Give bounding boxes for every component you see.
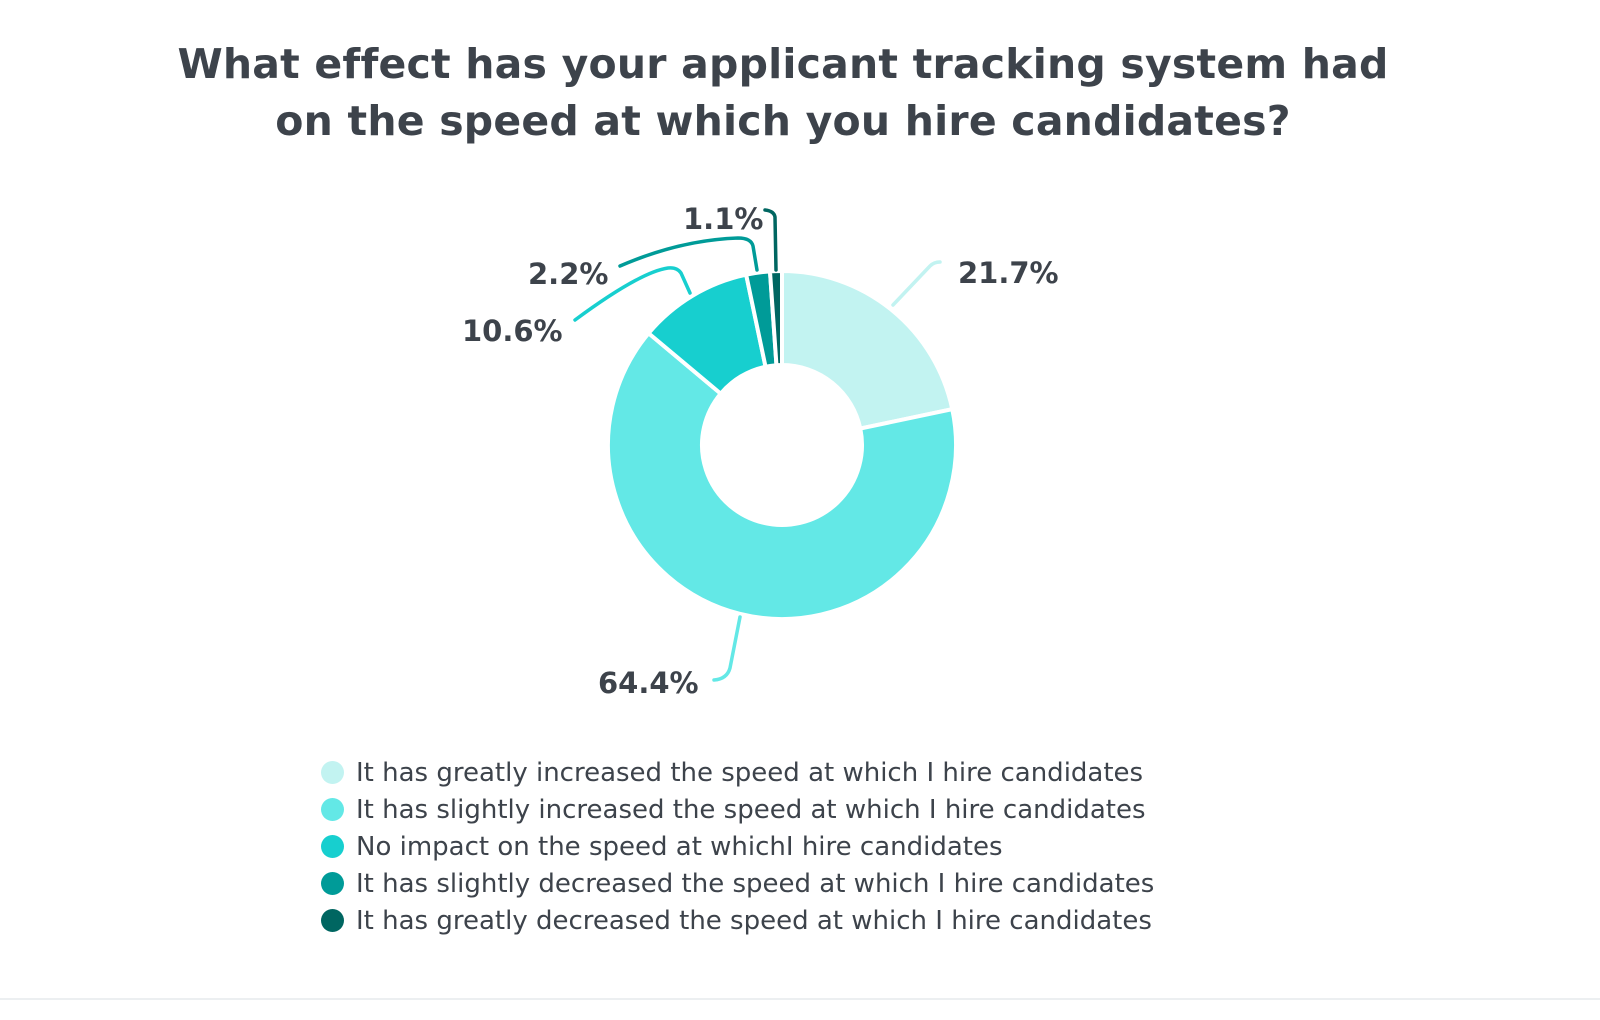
leader-line bbox=[573, 266, 692, 322]
legend-item: It has slightly decreased the speed at w… bbox=[321, 865, 1154, 902]
legend-label: It has slightly increased the speed at w… bbox=[356, 794, 1146, 825]
data-label: 21.7% bbox=[958, 256, 1059, 290]
chart-title-line: What effect has your applicant tracking … bbox=[177, 40, 1389, 88]
donut-slice bbox=[606, 330, 958, 621]
leader-line bbox=[712, 615, 742, 682]
legend-item: It has slightly increased the speed at w… bbox=[321, 791, 1154, 828]
donut-slice bbox=[767, 268, 784, 368]
leader-line bbox=[763, 208, 778, 272]
donut-slice bbox=[780, 268, 955, 431]
legend-swatch bbox=[321, 835, 344, 858]
legend-item: No impact on the speed at whichI hire ca… bbox=[321, 828, 1154, 865]
legend-swatch bbox=[321, 761, 344, 784]
legend-swatch bbox=[321, 798, 344, 821]
leader-line bbox=[891, 260, 942, 307]
data-label: 10.6% bbox=[462, 314, 563, 348]
chart-title-line: on the speed at which you hire candidate… bbox=[275, 97, 1291, 145]
legend-item: It has greatly increased the speed at wh… bbox=[321, 754, 1154, 791]
divider bbox=[0, 998, 1600, 1000]
data-label: 64.4% bbox=[598, 666, 699, 700]
leader-line bbox=[618, 236, 759, 272]
legend-label: It has slightly decreased the speed at w… bbox=[356, 868, 1155, 899]
legend-swatch bbox=[321, 872, 344, 895]
legend-item: It has greatly decreased the speed at wh… bbox=[321, 902, 1154, 939]
chart-title: What effect has your applicant tracking … bbox=[0, 36, 1566, 150]
legend-label: It has greatly increased the speed at wh… bbox=[356, 757, 1144, 788]
data-label: 1.1% bbox=[683, 202, 763, 236]
legend: It has greatly increased the speed at wh… bbox=[321, 754, 1154, 939]
legend-swatch bbox=[321, 909, 344, 932]
legend-label: It has greatly decreased the speed at wh… bbox=[356, 905, 1152, 936]
data-label: 2.2% bbox=[528, 257, 608, 291]
legend-label: No impact on the speed at whichI hire ca… bbox=[356, 831, 1003, 862]
